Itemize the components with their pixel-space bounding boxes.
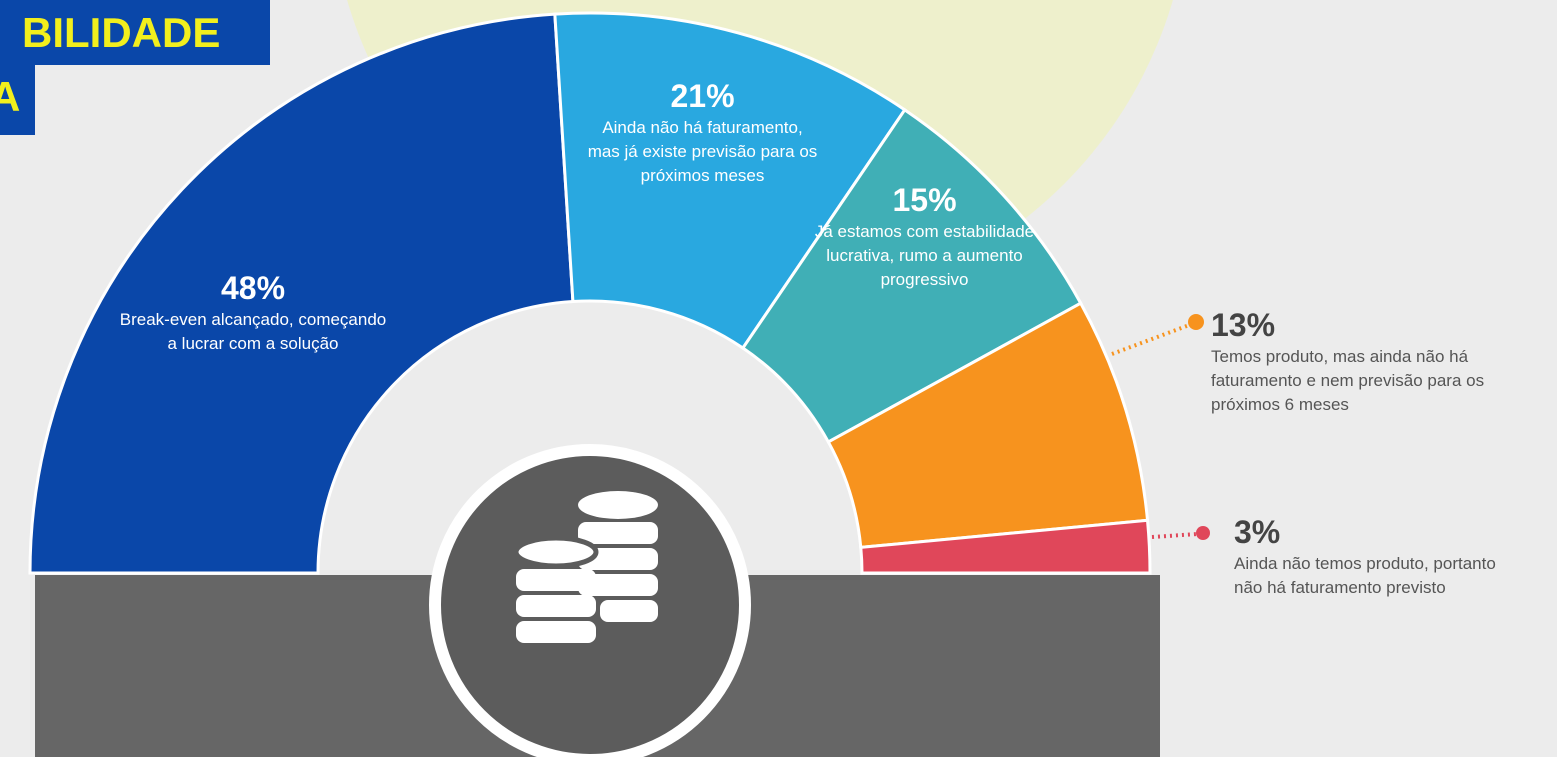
leader-dot [1196,526,1210,540]
title-line: A [0,73,20,120]
category-label: Ainda não temos produto, portanto não há… [1234,554,1496,597]
percent-label: 15% [892,182,957,218]
leader-dot [1188,314,1204,330]
slice-label: 15% Já estamos com estabilidade lucrativa… [812,180,1037,292]
slice [553,11,907,351]
coins-icon [513,491,658,643]
percent-label: 21% [670,78,735,114]
slice-label: 21% Ainda não há faturamento, mas já exis… [585,76,820,188]
slice [28,12,575,575]
title-line: BILIDADE [22,9,220,56]
category-label: Já estamos com estabilidade lucrativa, r… [814,222,1035,289]
slice [859,518,1152,575]
slice-label: 13% Temos produto, mas ainda não há fatur… [1211,305,1511,417]
category-label: Ainda não há faturamento, mas já existe … [587,118,818,185]
percent-label: 13% [1211,307,1276,343]
slices [28,11,1152,575]
leader-line [1151,532,1199,539]
category-label: Break-even alcançado, começando a lucrar… [119,310,387,353]
leader-line [1111,322,1193,356]
slice-label: 48% Break-even alcançado, começando a luc… [118,268,388,356]
title-box [0,0,270,135]
percent-label: 3% [1234,514,1281,550]
category-label: Temos produto, mas ainda não há faturame… [1211,347,1485,414]
percent-label: 48% [220,270,286,306]
slice-label: 3% Ainda não temos produto, portanto não … [1234,512,1524,600]
